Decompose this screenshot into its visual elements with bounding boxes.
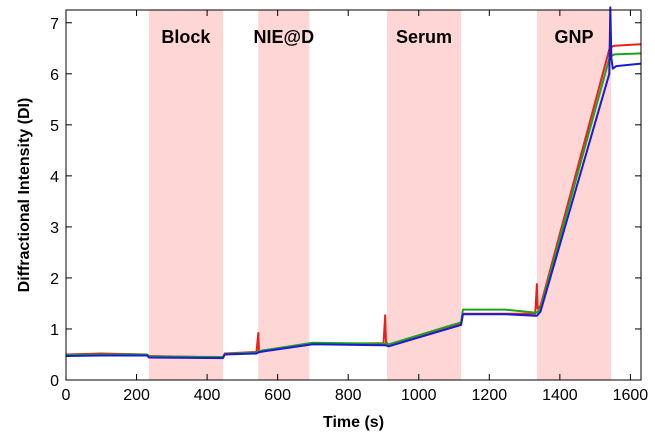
series-lines bbox=[65, 6, 642, 360]
y-axis-title: Diffractional Intensity (DI) bbox=[16, 98, 33, 293]
y-tick-label: 3 bbox=[50, 220, 59, 237]
x-tick-label: 1400 bbox=[542, 387, 578, 404]
x-tick-label: 400 bbox=[194, 387, 221, 404]
y-tick-label: 0 bbox=[50, 373, 59, 390]
series-line-2 bbox=[65, 6, 642, 360]
x-axis: 0 200 400 600 800 1000 1200 1400 1600 bbox=[62, 10, 649, 404]
x-tick-label: 0 bbox=[62, 387, 71, 404]
y-tick-label: 5 bbox=[50, 118, 59, 135]
highlight-bands bbox=[148, 10, 612, 380]
band-label: Serum bbox=[396, 27, 452, 47]
x-tick-label: 1000 bbox=[401, 387, 437, 404]
x-tick-label: 800 bbox=[335, 387, 362, 404]
x-tick-label: 600 bbox=[264, 387, 291, 404]
band-label: Block bbox=[161, 27, 211, 47]
y-axis: 0 1 2 3 4 5 6 7 bbox=[50, 16, 641, 390]
x-axis-title: Time (s) bbox=[323, 414, 384, 431]
band-label: GNP bbox=[554, 27, 593, 47]
band-0 bbox=[148, 10, 223, 380]
band-2 bbox=[387, 10, 462, 380]
plot-frame bbox=[65, 9, 642, 381]
y-tick-label: 1 bbox=[50, 322, 59, 339]
y-tick-label: 4 bbox=[50, 169, 59, 186]
x-tick-label: 1200 bbox=[472, 387, 508, 404]
y-tick-label: 2 bbox=[50, 271, 59, 288]
y-tick-label: 7 bbox=[50, 16, 59, 33]
x-tick-label: 1600 bbox=[613, 387, 649, 404]
band-1 bbox=[258, 10, 310, 380]
band-label: NIE@D bbox=[254, 27, 315, 47]
y-tick-label: 6 bbox=[50, 67, 59, 84]
band-labels: Block NIE@D Serum GNP bbox=[161, 27, 593, 47]
x-tick-label: 200 bbox=[123, 387, 150, 404]
